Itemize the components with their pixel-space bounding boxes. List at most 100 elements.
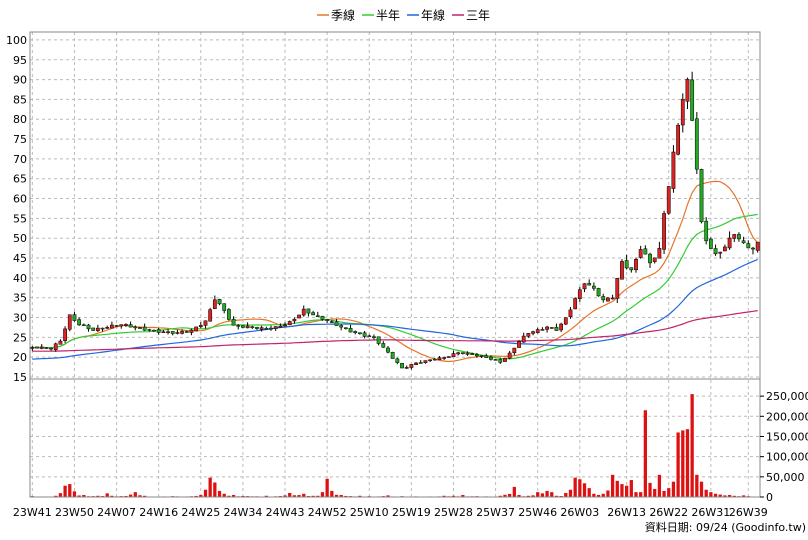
x-tick-label: 24W34 <box>223 506 262 519</box>
x-tick-label: 26W22 <box>649 506 688 519</box>
volume-bar <box>82 494 86 497</box>
volume-bar <box>442 495 446 497</box>
price-tick-label: 45 <box>13 252 27 265</box>
volume-bar <box>138 495 142 497</box>
candle-body <box>409 364 414 368</box>
candle-body <box>737 234 741 240</box>
candle-body <box>446 356 451 358</box>
candle-body <box>81 324 86 327</box>
candle-body <box>751 247 755 250</box>
candle-body <box>428 359 432 362</box>
volume-bar <box>643 410 647 497</box>
volume-bar <box>676 432 680 497</box>
candle-body <box>638 249 643 258</box>
candle-body <box>250 326 255 328</box>
candle-body <box>339 325 344 328</box>
candle-body <box>741 240 746 244</box>
candle-body <box>95 327 100 331</box>
volume-bar <box>316 495 320 497</box>
legend-label: 季線 <box>331 8 355 23</box>
volume-bar <box>133 492 137 497</box>
candle-body <box>587 283 592 286</box>
candle-body <box>577 289 582 299</box>
legend-label: 年線 <box>421 8 445 23</box>
candle-body <box>680 98 685 126</box>
volume-bar <box>72 491 77 497</box>
candle-body <box>503 358 507 362</box>
volume-bar <box>264 495 268 497</box>
candle-body <box>517 341 521 348</box>
candle-body <box>67 314 72 330</box>
candle-body <box>596 288 601 297</box>
candle-body <box>610 297 615 300</box>
candle-body <box>297 314 301 319</box>
price-tick-label: 100 <box>6 34 27 47</box>
legend: 季線 半年 年線 三年 <box>317 8 490 23</box>
volume-bar <box>96 495 100 497</box>
price-tick-label: 20 <box>13 351 27 364</box>
volume-bar <box>105 493 109 497</box>
volume-bar <box>526 495 531 497</box>
volume-bar <box>624 485 629 497</box>
candle-body <box>133 326 138 329</box>
x-tick-label: 23W50 <box>55 506 94 519</box>
line-quarter <box>32 180 759 363</box>
volume-bar <box>564 492 568 497</box>
candle-body <box>343 327 348 329</box>
price-tick-label: 80 <box>13 113 27 126</box>
candle-body <box>329 321 334 323</box>
x-tick-label: 24W16 <box>139 506 178 519</box>
candle-body <box>287 321 292 325</box>
volume-tick-label: 100,000 <box>766 451 808 464</box>
volume-bar <box>662 490 666 497</box>
x-tick-label: 25W28 <box>434 506 473 519</box>
volume-bar <box>709 492 713 497</box>
volume-bar <box>517 494 521 497</box>
candle-body <box>479 355 484 357</box>
volume-bar <box>727 494 732 497</box>
candle-body <box>110 324 114 329</box>
x-tick-label: 24W52 <box>308 506 347 519</box>
grid-lines <box>30 32 760 497</box>
volume-bar <box>671 481 676 497</box>
candle-body <box>184 331 189 333</box>
candle-body <box>493 359 498 361</box>
legend-label: 三年 <box>466 9 490 23</box>
volume-bar <box>606 490 610 497</box>
candle-body <box>44 347 49 349</box>
price-tick-label: 50 <box>13 232 27 245</box>
volume-bar <box>531 495 535 497</box>
volume-bar <box>199 494 203 497</box>
volume-bar <box>540 493 545 497</box>
candle-body <box>35 346 39 349</box>
candle-body <box>526 333 531 337</box>
volume-bar <box>732 495 736 497</box>
candle-body <box>367 335 372 338</box>
candle-body <box>727 237 732 249</box>
volume-bar <box>320 492 325 497</box>
volume-bar <box>203 489 208 497</box>
candle-body <box>484 355 489 358</box>
candle-body <box>376 336 381 344</box>
x-tick-label: 25W46 <box>518 506 557 519</box>
candle-body <box>732 234 737 239</box>
candle-body <box>311 312 315 316</box>
volume-bar <box>217 490 222 497</box>
candle-body <box>231 318 236 326</box>
volume-bar <box>63 485 67 497</box>
candle-body <box>72 314 77 321</box>
candle-body <box>91 327 96 331</box>
candle-body <box>746 243 751 249</box>
volume-bar <box>681 430 685 497</box>
volume-bar <box>461 494 465 497</box>
volume-bar <box>554 495 559 497</box>
volume-bar <box>208 477 212 497</box>
volume-bar <box>568 489 573 497</box>
candle-body <box>708 238 713 249</box>
candle-body <box>30 347 35 349</box>
candle-body <box>423 360 428 364</box>
line-three-year <box>32 310 758 352</box>
volume-bar <box>231 494 236 497</box>
candle-body <box>652 257 657 262</box>
candle-body <box>217 299 222 305</box>
